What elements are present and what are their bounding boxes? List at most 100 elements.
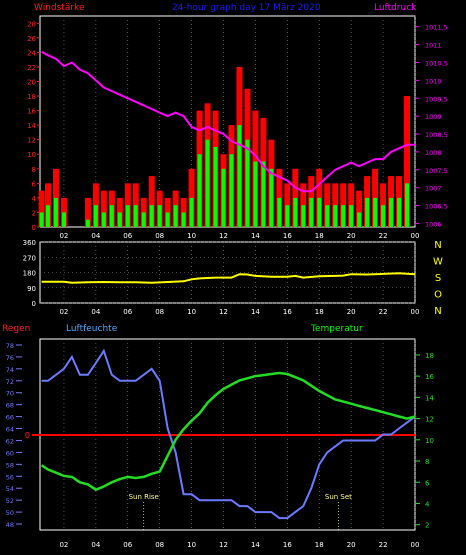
wind-average-bar: [333, 205, 338, 227]
temperature-title: Temperatur: [310, 324, 363, 334]
wind-gust-bar: [84, 197, 91, 227]
pressure-line: [41, 50, 415, 193]
humidity-x-tick-label: 06: [123, 541, 132, 549]
direction-x-ticks: 02 04 06 08 10 12 14 16 18 20 22 00: [59, 308, 419, 316]
direction-x-tick-label: 22: [379, 308, 388, 316]
pressure-tick-label: 1010: [425, 77, 442, 85]
wind-average-bar: [85, 219, 90, 227]
direction-x-tick-label: 00: [411, 308, 420, 316]
rain-zero-label: 0: [25, 431, 30, 440]
wind-average-bar: [221, 168, 226, 227]
wind-average-bar: [381, 205, 386, 227]
wind-tick-label: 14: [27, 122, 36, 130]
wind-x-tick-label: 16: [283, 232, 292, 240]
temperature-tick-label: 16: [425, 373, 434, 381]
wind-average-bar: [317, 197, 322, 227]
graph-date-title: 24-hour graph day 17 März 2020: [172, 3, 321, 13]
wind-average-bar: [173, 205, 178, 227]
compass-label: S: [435, 273, 441, 284]
wind-direction-line-group: [41, 272, 416, 284]
pressure-tick-label: 1006.5: [425, 203, 448, 211]
wind-average-bar: [141, 212, 146, 227]
direction-tick-label: 360: [23, 239, 36, 247]
wind-average-bar: [269, 168, 274, 227]
pressure-tick-label: 1011.5: [425, 24, 448, 32]
humidity-tick-label: 54: [6, 485, 14, 493]
wind-x-tick-label: 02: [59, 232, 68, 240]
wind-average-bar: [389, 197, 394, 227]
humidity-x-tick-label: 04: [91, 541, 100, 549]
humidity-axis-ticks: 48 50 52 54 56 58 60 62 64 66 68 70 72 74 76 78: [6, 342, 22, 529]
humidity-x-tick-label: 20: [347, 541, 356, 549]
pressure-title: Luftdruck: [374, 3, 417, 13]
direction-x-tick-label: 16: [283, 308, 292, 316]
humidity-x-tick-label: 12: [219, 541, 228, 549]
wind-average-bar: [285, 205, 290, 227]
humidity-tick-label: 78: [6, 342, 14, 350]
humidity-x-tick-label: 08: [155, 541, 164, 549]
wind-average-bar: [93, 205, 98, 227]
humidity-tick-label: 62: [6, 437, 14, 445]
direction-x-tick-label: 08: [155, 308, 164, 316]
wind-x-tick-label: 20: [347, 232, 356, 240]
temperature-tick-label: 2: [425, 522, 429, 530]
compass-label: N: [434, 306, 441, 317]
wind-tick-label: 2: [32, 209, 36, 217]
wind-average-bar: [277, 197, 282, 227]
wind-x-tick-label: 10: [187, 232, 196, 240]
direction-x-tick-label: 18: [315, 308, 324, 316]
direction-x-tick-label: 04: [91, 308, 100, 316]
wind-average-bar: [39, 212, 44, 227]
pressure-tick-label: 1009.5: [425, 95, 448, 103]
wind-average-bar: [61, 212, 66, 227]
humidity-tick-label: 66: [6, 414, 14, 422]
pressure-tick-label: 1011: [425, 42, 442, 50]
pressure-tick-label: 1007.5: [425, 167, 448, 175]
wind-average-bar: [301, 205, 306, 227]
temperature-tick-label: 8: [425, 458, 429, 466]
wind-x-tick-label: 14: [251, 232, 260, 240]
wind-pressure-frame: [39, 15, 416, 228]
wind-gust-bar: [38, 190, 45, 227]
wind-average-bar: [109, 205, 114, 227]
wind-average-bar: [117, 212, 122, 227]
wind-average-bar: [133, 205, 138, 227]
sun-marker-label: Sun Set: [325, 493, 352, 501]
wind-average-bar: [325, 205, 330, 227]
wind-tick-label: 20: [27, 78, 36, 86]
wind-average-bar: [53, 197, 58, 227]
humidity-x-tick-label: 16: [283, 541, 292, 549]
wind-average-bar: [125, 205, 130, 227]
humidity-tick-label: 48: [6, 521, 14, 529]
humidity-x-tick-label: 00: [411, 541, 420, 549]
wind-average-bar: [373, 197, 378, 227]
humidity-title: Luftfeuchte: [66, 324, 118, 334]
wind-average-bar: [357, 212, 362, 227]
temperature-tick-label: 4: [425, 500, 430, 508]
humidity-tick-label: 64: [6, 426, 14, 434]
wind-average-bar: [341, 205, 346, 227]
wind-average-bars: [39, 125, 410, 227]
wind-x-tick-label: 12: [219, 232, 228, 240]
sun-marker-label: Sun Rise: [129, 493, 159, 501]
humidity-x-tick-label: 18: [315, 541, 324, 549]
wind-tick-label: 18: [27, 93, 36, 101]
compass-label: W: [433, 257, 443, 268]
pressure-tick-label: 1009: [425, 113, 442, 121]
wind-gust-bar: [356, 190, 363, 227]
wind-average-bar: [309, 197, 314, 227]
wind-tick-label: 26: [27, 35, 36, 43]
wind-tick-label: 28: [27, 20, 36, 28]
wind-average-bar: [349, 205, 354, 227]
humidity-x-ticks: 02 04 06 08 10 12 14 16 18 20 22 00: [59, 541, 419, 549]
humidity-x-tick-label: 22: [379, 541, 388, 549]
humidity-tick-label: 50: [6, 509, 14, 517]
humidity-x-tick-label: 10: [187, 541, 196, 549]
wind-x-tick-label: 06: [123, 232, 132, 240]
